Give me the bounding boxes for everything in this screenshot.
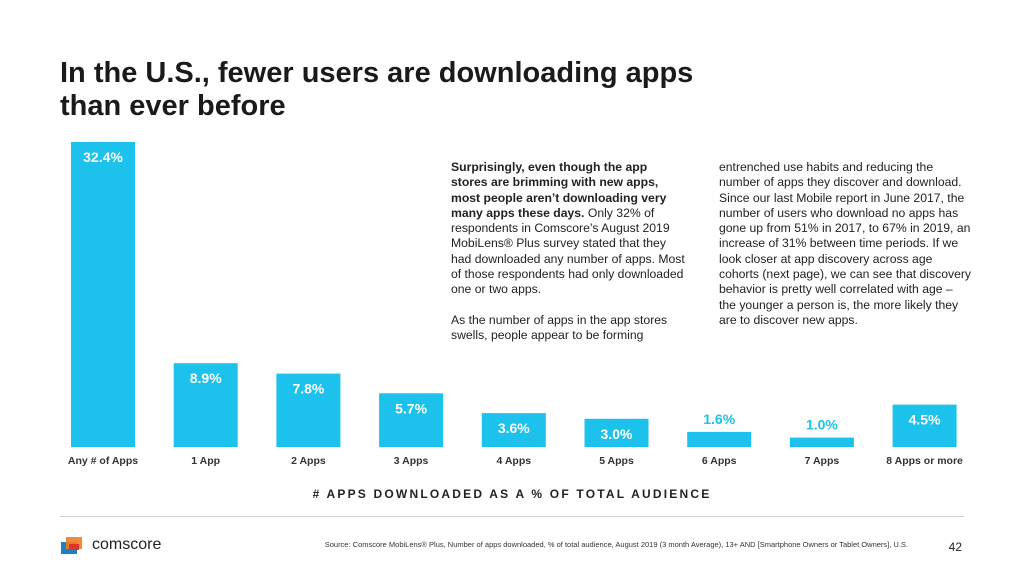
category-label-5: 4 Apps: [496, 455, 531, 467]
bar-value-label-2: 8.9%: [190, 370, 222, 386]
bar-value-label-9: 4.5%: [909, 412, 941, 428]
bar-value-label-8: 1.0%: [806, 417, 838, 433]
bar-value-label-4: 5.7%: [395, 400, 427, 416]
bar-2: [173, 363, 238, 447]
paragraph-1: Surprisingly, even though the app stores…: [451, 160, 687, 298]
logo-red-block: [69, 544, 79, 550]
source-note: Source: Comscore MobiLens® Plus, Number …: [324, 540, 908, 549]
comscore-logo-icon: [61, 537, 82, 554]
bar-chart: 32.4% Any # of Apps 8.9% 1 App 7.8% 2 Apps 5.7…: [68, 142, 963, 467]
paragraph-3: entrenched use habits and reducing the n…: [719, 160, 972, 327]
bar-8: [789, 437, 854, 447]
category-label-7: 6 Apps: [702, 455, 737, 467]
x-axis-title: # APPS DOWNLOADED AS A % OF TOTAL AUDIEN…: [312, 487, 712, 501]
category-label-2: 1 App: [191, 455, 220, 467]
paragraph-2: As the number of apps in the app stores …: [451, 312, 668, 342]
footer-divider: [60, 516, 964, 517]
page-number: 42: [948, 540, 962, 554]
bar-value-label-6: 3.0%: [601, 426, 633, 442]
category-label-1: Any # of Apps: [68, 455, 138, 467]
bar-7: [687, 431, 752, 447]
paragraph-1-rest: Only 32% of respondents in Comscore’s Au…: [451, 205, 685, 297]
page-title: In the U.S., fewer users are downloading…: [60, 57, 820, 123]
bar-5: [481, 413, 546, 447]
title-line-2: than ever before: [60, 90, 286, 122]
category-label-6: 5 Apps: [599, 455, 634, 467]
category-label-4: 3 Apps: [394, 455, 429, 467]
title-line-1: In the U.S., fewer users are downloading…: [60, 57, 694, 89]
bar-1: [71, 142, 135, 447]
category-label-9: 8 Apps or more: [886, 455, 963, 467]
bar-value-label-5: 3.6%: [498, 420, 530, 436]
bar-6: [584, 418, 649, 447]
bar-value-label-7: 1.6%: [703, 411, 735, 427]
bar-9: [892, 404, 957, 447]
bar-value-label-1: 32.4%: [83, 149, 123, 165]
category-label-3: 2 Apps: [291, 455, 326, 467]
bar-3: [276, 373, 341, 447]
body-text-column-1: Surprisingly, even though the app stores…: [451, 160, 687, 358]
bar-value-label-3: 7.8%: [292, 381, 324, 397]
paragraph-1-bold: Surprisingly, even though the app stores…: [451, 160, 667, 220]
bar-4: [379, 393, 444, 447]
category-label-8: 7 Apps: [805, 455, 840, 467]
body-text-column-2: entrenched use habits and reducing the n…: [719, 160, 971, 343]
logo-wordmark: comscore: [92, 536, 162, 553]
